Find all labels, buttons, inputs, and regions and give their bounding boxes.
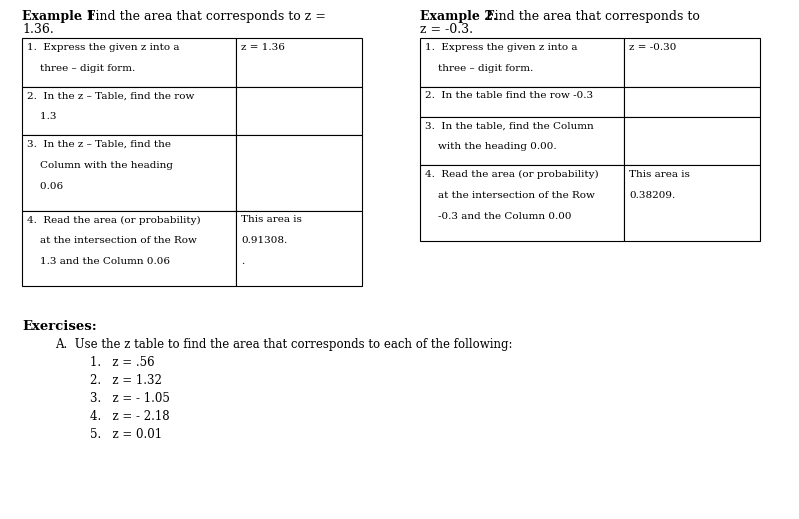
Text: z = 1.36: z = 1.36 — [241, 43, 285, 52]
Text: 3.  In the z – Table, find the

    Column with the heading

    0.06: 3. In the z – Table, find the Column wit… — [27, 140, 173, 190]
Text: 1.   z = .56: 1. z = .56 — [90, 356, 155, 369]
Bar — [624, 165, 760, 240]
Text: Example 2.: Example 2. — [420, 10, 497, 23]
Bar — [22, 135, 237, 211]
Bar — [420, 38, 624, 87]
Bar — [624, 38, 760, 87]
Text: 2.  In the z – Table, find the row

    1.3: 2. In the z – Table, find the row 1.3 — [27, 91, 194, 121]
Text: . Find the area that corresponds to z =: . Find the area that corresponds to z = — [79, 10, 326, 23]
Bar — [420, 116, 624, 165]
Text: 4.  Read the area (or probability)

    at the intersection of the Row

    1.3 : 4. Read the area (or probability) at the… — [27, 215, 201, 266]
Text: 2.   z = 1.32: 2. z = 1.32 — [90, 374, 162, 387]
Bar — [22, 87, 237, 135]
Text: 1.  Express the given z into a

    three – digit form.: 1. Express the given z into a three – di… — [27, 43, 180, 73]
Text: 1.36.: 1.36. — [22, 23, 54, 36]
Text: 1.  Express the given z into a

    three – digit form.: 1. Express the given z into a three – di… — [425, 43, 578, 73]
Bar — [420, 165, 624, 240]
Bar — [22, 38, 237, 87]
Text: This area is

0.38209.: This area is 0.38209. — [629, 170, 690, 200]
Text: 4.   z = - 2.18: 4. z = - 2.18 — [90, 410, 169, 423]
Text: 4.  Read the area (or probability)

    at the intersection of the Row

    -0.3: 4. Read the area (or probability) at the… — [425, 170, 598, 221]
Text: Exercises:: Exercises: — [22, 320, 97, 333]
Bar — [237, 87, 362, 135]
Bar — [624, 116, 760, 165]
Text: 2.  In the table find the row -0.3: 2. In the table find the row -0.3 — [425, 91, 593, 101]
Text: Example 1: Example 1 — [22, 10, 95, 23]
Text: 5.   z = 0.01: 5. z = 0.01 — [90, 428, 162, 441]
Bar — [237, 211, 362, 286]
Bar — [420, 87, 624, 116]
Text: 3.  In the table, find the Column

    with the heading 0.00.: 3. In the table, find the Column with th… — [425, 121, 594, 152]
Text: 3.   z = - 1.05: 3. z = - 1.05 — [90, 392, 170, 405]
Bar — [22, 211, 237, 286]
Text: Find the area that corresponds to: Find the area that corresponds to — [482, 10, 700, 23]
Bar — [237, 135, 362, 211]
Text: z = -0.30: z = -0.30 — [629, 43, 677, 52]
Bar — [624, 87, 760, 116]
Text: A.  Use the z table to find the area that corresponds to each of the following:: A. Use the z table to find the area that… — [55, 338, 512, 351]
Text: This area is

0.91308.

.: This area is 0.91308. . — [241, 215, 302, 266]
Bar — [237, 38, 362, 87]
Text: z = -0.3.: z = -0.3. — [420, 23, 473, 36]
